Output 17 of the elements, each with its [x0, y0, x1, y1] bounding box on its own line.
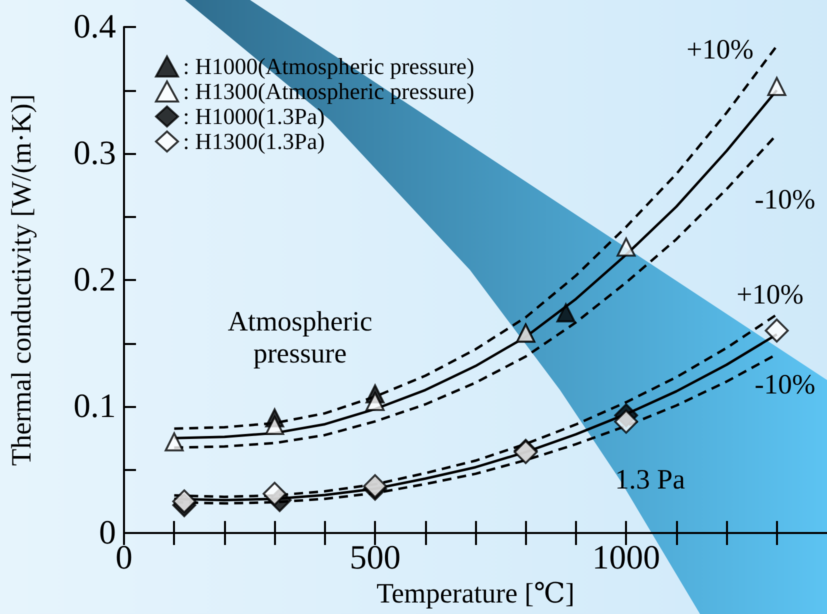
y-tick-label: 0.2 [74, 262, 116, 298]
annotation: -10% [754, 184, 816, 216]
x-axis-title: Temperature [℃] [376, 578, 575, 610]
y-axis-title: Thermal conductivity [W/(m·K)] [6, 94, 38, 466]
y-tick-label: 0.4 [74, 8, 116, 46]
annotation: -10% [754, 370, 816, 400]
annotation: Atmospheric pressure [228, 306, 372, 370]
y-tick-label: 0.3 [74, 135, 116, 172]
y-tick-label: 0.1 [74, 388, 116, 425]
y-tick-label: 0 [99, 514, 116, 552]
annotation: 1.3 Pa [615, 464, 686, 496]
annotation: +10% [686, 34, 754, 66]
x-tick-label: 500 [350, 540, 401, 576]
x-tick-label: 1000 [592, 540, 660, 576]
legend-label: : H1000(1.3Pa) [183, 104, 325, 129]
legend-label: : H1300(1.3Pa) [183, 129, 325, 154]
annotation: +10% [736, 280, 804, 310]
